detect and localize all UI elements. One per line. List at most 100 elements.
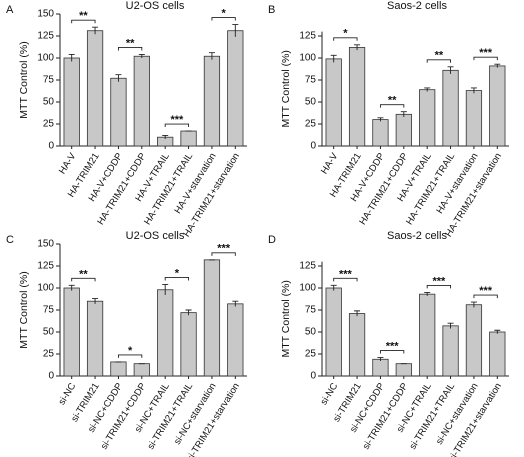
bar <box>110 361 127 377</box>
x-tick-label: si-NC <box>56 381 78 407</box>
error-bar <box>354 310 361 317</box>
panel-title: U2-OS cells <box>126 0 185 12</box>
y-tick-label: 25 <box>43 119 55 130</box>
error-bar <box>232 300 239 307</box>
bar <box>203 259 221 377</box>
error-bar <box>494 63 501 68</box>
significance-label: ** <box>388 95 397 107</box>
x-tick-label: HA-V <box>57 151 79 177</box>
error-bar <box>92 298 99 304</box>
error-bar <box>92 26 99 35</box>
bar <box>348 313 366 377</box>
error-bar <box>424 291 431 296</box>
bar <box>227 30 244 147</box>
panel-title: Saos-2 cells <box>387 230 447 242</box>
error-bar <box>424 87 431 92</box>
y-tick-label: 125 <box>299 261 316 272</box>
y-axis-label: MTT Control (%) <box>280 280 292 357</box>
significance-bracket <box>333 37 358 41</box>
bar <box>63 287 80 377</box>
y-axis-label: MTT Control (%) <box>280 50 292 127</box>
y-tick-label: 50 <box>305 97 317 108</box>
y-tick-label: 75 <box>305 75 317 86</box>
significance-bracket <box>164 123 190 128</box>
error-bar <box>185 309 192 316</box>
significance-bracket <box>379 350 405 354</box>
bar <box>86 300 104 377</box>
bar <box>133 55 150 147</box>
bar <box>489 65 506 147</box>
significance-label: ** <box>126 37 135 49</box>
y-tick-label: 50 <box>43 97 55 108</box>
y-tick-label: 25 <box>305 119 317 130</box>
bar <box>489 331 506 377</box>
y-tick-label: 0 <box>310 371 316 382</box>
significance-bracket <box>211 17 236 21</box>
y-tick-label: 75 <box>43 305 55 316</box>
error-bar <box>115 74 122 82</box>
bar <box>86 30 104 147</box>
bar <box>395 113 412 147</box>
bar <box>465 304 483 377</box>
y-tick-label: 100 <box>299 283 316 294</box>
error-bar <box>470 87 477 94</box>
y-tick-label: 0 <box>48 141 54 152</box>
bar <box>227 303 244 377</box>
y-tick-label: 75 <box>305 305 317 316</box>
error-bar <box>400 111 407 117</box>
significance-bracket <box>426 59 452 63</box>
significance-bracket <box>426 284 452 289</box>
significance-label: * <box>343 28 348 40</box>
significance-label: * <box>175 267 180 279</box>
bar <box>372 119 389 147</box>
bar <box>180 312 197 377</box>
y-tick-label: 150 <box>37 239 54 250</box>
y-tick-label: 0 <box>310 141 316 152</box>
significance-label: *** <box>479 47 493 59</box>
bar <box>203 55 221 147</box>
error-bar <box>162 134 169 139</box>
y-tick-label: 50 <box>305 327 317 338</box>
error-bar <box>377 117 384 122</box>
error-bar <box>330 284 337 291</box>
bar <box>442 325 459 377</box>
significance-bracket <box>333 277 358 282</box>
y-tick-label: 100 <box>299 53 316 64</box>
y-tick-label: 25 <box>305 349 317 360</box>
significance-label: * <box>128 345 133 357</box>
y-tick-label: 25 <box>43 349 55 360</box>
significance-label: *** <box>217 243 231 255</box>
y-tick-label: 125 <box>37 31 54 42</box>
bar <box>325 58 342 147</box>
error-bar <box>447 322 454 329</box>
bar <box>325 287 342 377</box>
panel-title: Saos-2 cells <box>387 0 447 12</box>
y-tick-label: 150 <box>37 9 54 20</box>
significance-bracket <box>379 104 405 108</box>
error-bar <box>354 44 361 51</box>
error-bar <box>377 357 384 362</box>
significance-label: *** <box>432 275 446 287</box>
significance-bracket <box>71 19 96 24</box>
significance-label: ** <box>435 50 444 62</box>
bar <box>348 47 366 147</box>
significance-bracket <box>117 354 143 358</box>
bar <box>372 358 389 377</box>
bar <box>133 363 150 377</box>
y-tick-label: 125 <box>37 261 54 272</box>
error-bar <box>447 66 454 74</box>
significance-bracket <box>473 56 498 61</box>
error-bar <box>208 52 215 60</box>
significance-bracket <box>117 47 143 51</box>
error-bar <box>232 24 239 37</box>
error-bar <box>138 54 145 58</box>
error-bar <box>330 54 337 63</box>
error-bar <box>68 284 75 291</box>
significance-label: *** <box>386 340 400 352</box>
bar <box>180 130 197 147</box>
panel-letter: D <box>268 234 276 246</box>
significance-label: *** <box>479 285 493 297</box>
significance-label: *** <box>170 114 184 126</box>
y-tick-label: 100 <box>37 53 54 64</box>
y-tick-label: 0 <box>48 371 54 382</box>
